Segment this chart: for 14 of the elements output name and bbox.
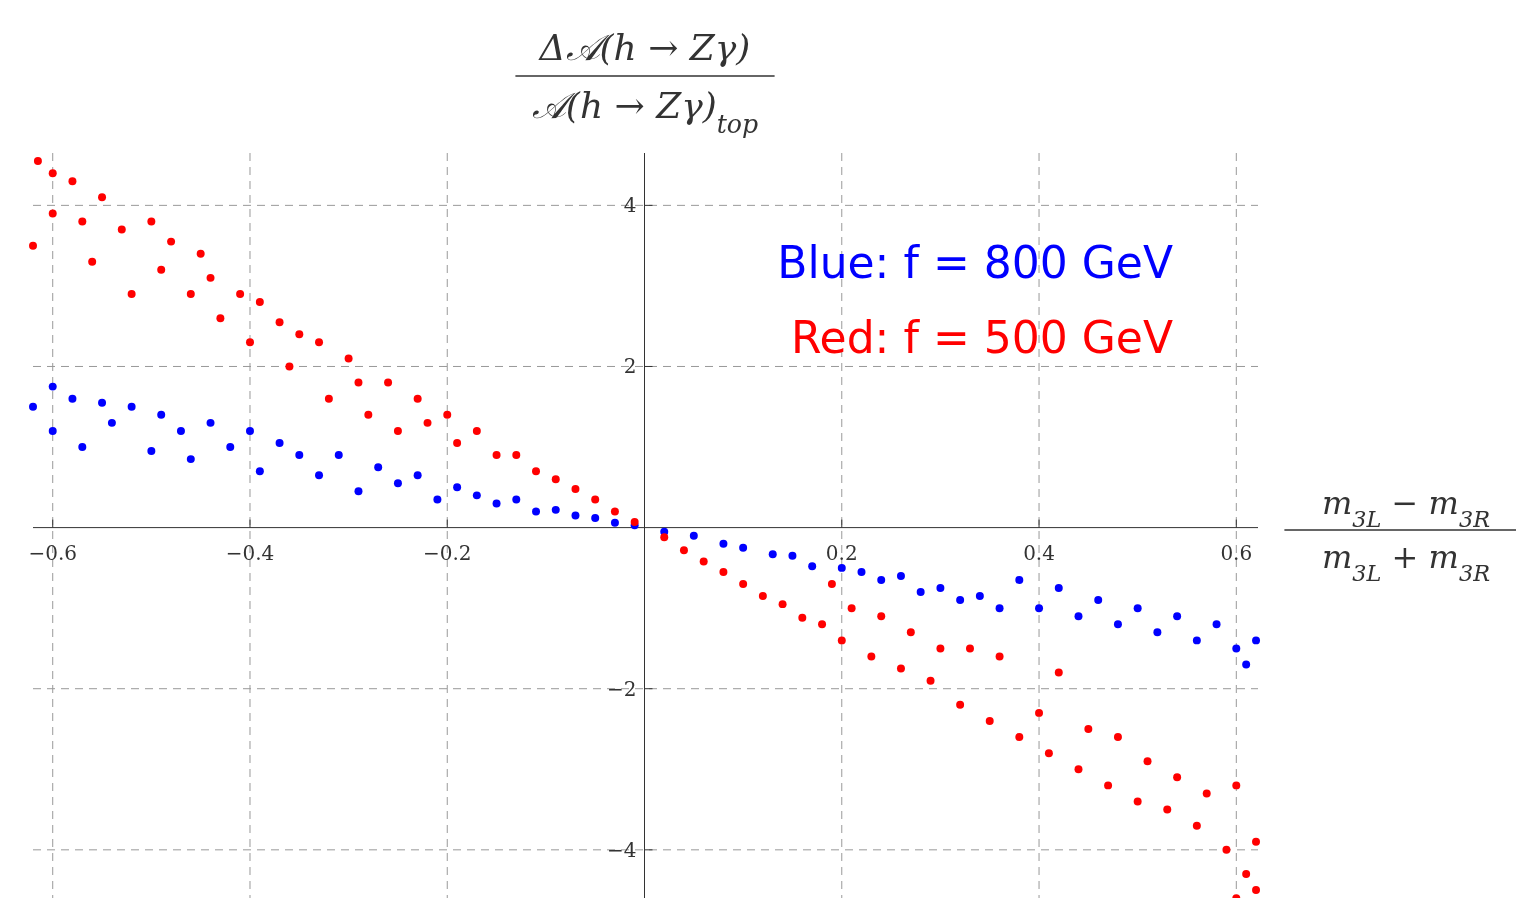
x-tick-label: 0.2: [825, 540, 858, 565]
y-axis-title: Δ𝒜(h → Zγ) 𝒜(h → Zγ)$_{top}$: [531, 27, 759, 139]
x-tick-label: −0.6: [28, 540, 78, 565]
text: Blue: f = 800 GeV: [777, 237, 1173, 288]
text: m$_{3L}$ − m$_{3R}$ m$_{3L}$ + m$_{3R}$: [1321, 484, 1491, 586]
y-tick-label: −2: [607, 676, 637, 701]
x-tick-label: 0.6: [1220, 540, 1253, 565]
x-tick-label: 0.4: [1023, 540, 1055, 565]
text: Red: f = 500 GeV: [791, 312, 1173, 363]
y-tick-label: 4: [623, 193, 637, 218]
y-tick-label: 2: [623, 354, 637, 379]
x-tick-label: −0.2: [422, 540, 472, 565]
y-tick-label: −4: [607, 837, 637, 862]
x-tick-label: −0.4: [225, 540, 275, 565]
